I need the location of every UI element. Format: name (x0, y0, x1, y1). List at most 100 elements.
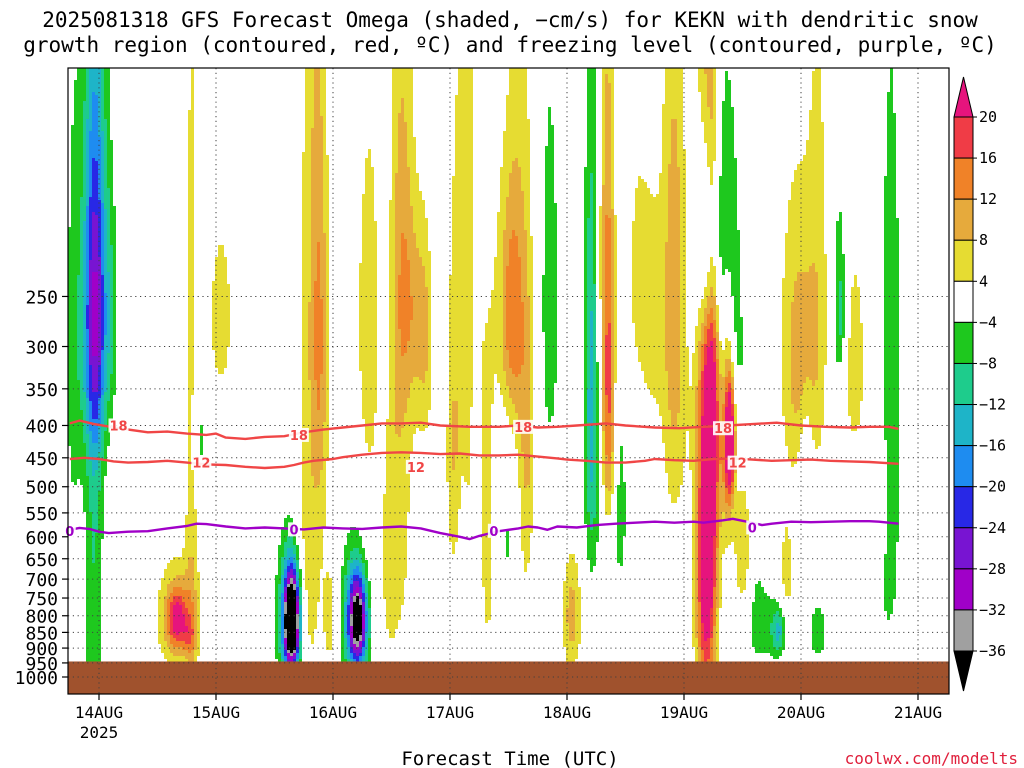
omega-cell (602, 128, 605, 131)
omega-cell (713, 80, 716, 83)
omega-cell (599, 230, 602, 233)
omega-cell (791, 353, 818, 356)
omega-cell (104, 158, 107, 161)
omega-cell (635, 344, 665, 347)
omega-cell (839, 218, 842, 221)
omega-cell (86, 233, 89, 236)
omega-cell (326, 335, 329, 338)
omega-cell (707, 314, 713, 317)
omega-cell (695, 407, 698, 410)
omega-cell (107, 329, 110, 332)
omega-cell (710, 167, 713, 170)
omega-cell (509, 80, 527, 83)
omega-cell (323, 320, 326, 323)
omega-cell (188, 176, 194, 179)
omega-cell (518, 164, 530, 167)
omega-cell (86, 254, 89, 257)
omega-cell (323, 323, 326, 326)
omega-cell (188, 410, 191, 413)
omega-cell (323, 338, 326, 341)
omega-cell (89, 263, 101, 266)
omega-cell (506, 383, 530, 386)
omega-cell (407, 152, 416, 155)
omega-cell (794, 179, 824, 182)
omega-cell (212, 329, 230, 332)
omega-cell (98, 116, 101, 119)
omega-cell (104, 380, 107, 383)
omega-cell (680, 206, 686, 209)
omega-cell (98, 272, 101, 275)
omega-cell (188, 386, 194, 389)
omega-cell (452, 179, 473, 182)
omega-cell (311, 425, 323, 428)
omega-cell (548, 140, 554, 143)
omega-cell (671, 152, 677, 155)
omega-cell (614, 245, 617, 248)
omega-cell (680, 410, 695, 413)
omega-cell (728, 383, 731, 386)
omega-cell (611, 269, 614, 272)
omega-cell (455, 143, 473, 146)
omega-cell (719, 365, 725, 368)
omega-cell (599, 215, 602, 218)
omega-cell (452, 212, 473, 215)
omega-cell (89, 215, 92, 218)
omega-cell (590, 197, 593, 200)
omega-cell (98, 236, 101, 239)
omega-cell (77, 317, 83, 320)
omega-cell (545, 206, 557, 209)
omega-cell (854, 281, 857, 284)
omega-cell (725, 389, 728, 392)
omega-cell (314, 119, 323, 122)
omega-cell (704, 401, 716, 404)
omega-cell (359, 353, 377, 356)
omega-cell (107, 314, 110, 317)
omega-cell (602, 290, 605, 293)
omega-cell (86, 89, 89, 92)
omega-cell (593, 260, 596, 263)
omega-cell (665, 320, 680, 323)
omega-cell (107, 140, 113, 143)
omega-cell (398, 149, 407, 152)
omega-cell (809, 269, 815, 272)
omega-cell (320, 113, 326, 116)
omega-cell (785, 416, 806, 419)
omega-cell (698, 317, 704, 320)
omega-cell (632, 299, 665, 302)
omega-cell (320, 110, 326, 113)
omega-cell (302, 374, 308, 377)
omega-cell (785, 275, 797, 278)
omega-cell (680, 302, 686, 305)
omega-cell (605, 161, 611, 164)
omega-cell (722, 122, 734, 125)
omega-cell (71, 131, 83, 134)
omega-cell (884, 392, 899, 395)
omega-cell (527, 230, 530, 233)
omega-cell (884, 365, 899, 368)
omega-cell (818, 299, 827, 302)
omega-cell (89, 365, 92, 368)
omega-cell (587, 113, 596, 116)
omega-cell (455, 125, 473, 128)
omega-cell (86, 218, 89, 221)
omega-cell (602, 230, 605, 233)
omega-cell (836, 278, 845, 281)
omega-cell (107, 128, 110, 131)
omega-cell (482, 365, 503, 368)
omega-cell (614, 344, 617, 347)
omega-cell (851, 299, 860, 302)
omega-cell (311, 182, 323, 185)
omega-cell (215, 350, 227, 353)
omega-cell (101, 74, 104, 77)
omega-cell (101, 293, 104, 296)
omega-cell (707, 104, 713, 107)
omega-cell (395, 329, 401, 332)
omega-cell (503, 320, 506, 323)
omega-cell (113, 338, 116, 341)
omega-cell (509, 191, 524, 194)
omega-cell (680, 230, 686, 233)
omega-cell (212, 323, 230, 326)
omega-cell (884, 353, 899, 356)
omega-cell (497, 221, 506, 224)
omega-cell (86, 326, 89, 329)
